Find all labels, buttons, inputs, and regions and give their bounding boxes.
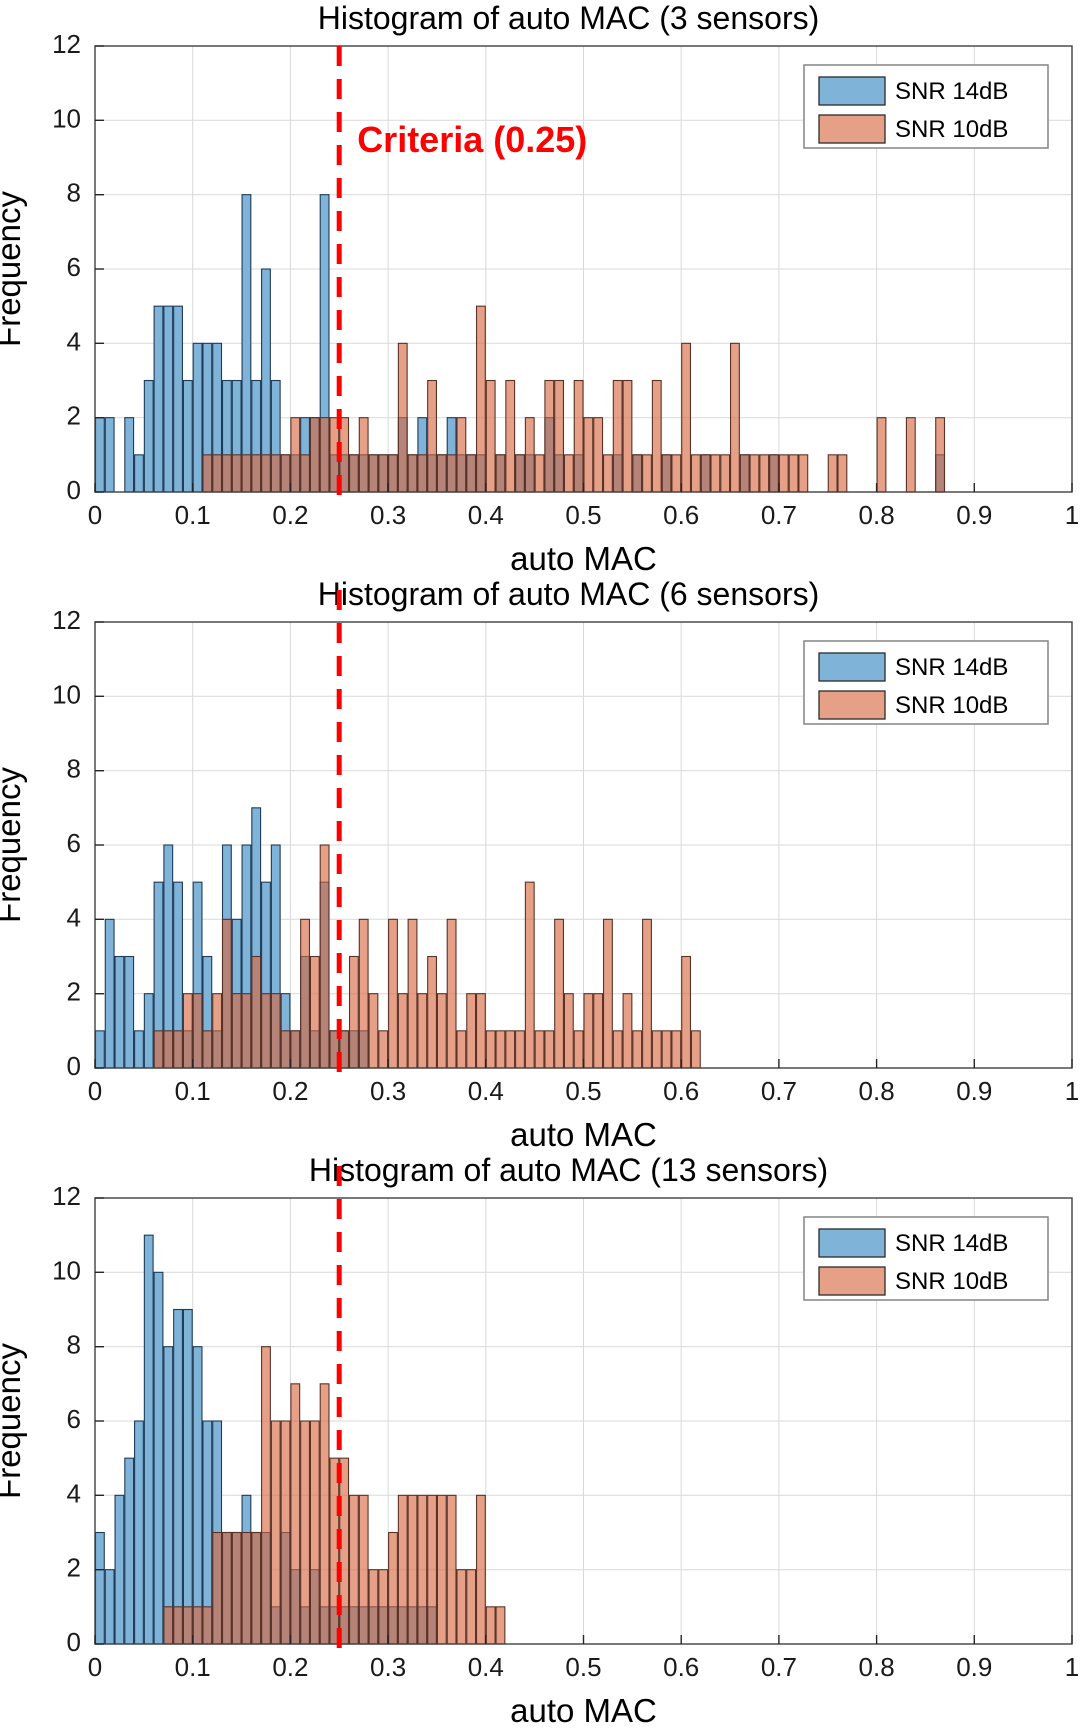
svg-text:0.6: 0.6 bbox=[663, 500, 699, 530]
svg-text:0.1: 0.1 bbox=[175, 1652, 211, 1682]
svg-text:0.4: 0.4 bbox=[468, 1652, 504, 1682]
svg-text:0.9: 0.9 bbox=[956, 1076, 992, 1106]
svg-text:8: 8 bbox=[67, 1330, 81, 1360]
svg-text:10: 10 bbox=[52, 103, 81, 133]
svg-text:0.1: 0.1 bbox=[175, 1076, 211, 1106]
svg-text:0: 0 bbox=[88, 1652, 102, 1682]
svg-text:0.2: 0.2 bbox=[272, 1652, 308, 1682]
svg-text:4: 4 bbox=[67, 902, 81, 932]
svg-text:auto MAC: auto MAC bbox=[510, 540, 657, 576]
svg-text:12: 12 bbox=[52, 29, 81, 59]
svg-text:6: 6 bbox=[67, 252, 81, 282]
svg-text:Frequency: Frequency bbox=[0, 1343, 27, 1499]
svg-text:12: 12 bbox=[52, 1181, 81, 1211]
svg-text:12: 12 bbox=[52, 605, 81, 635]
svg-text:1: 1 bbox=[1065, 1076, 1079, 1106]
svg-text:Frequency: Frequency bbox=[0, 191, 27, 347]
svg-text:SNR 14dB: SNR 14dB bbox=[895, 654, 1008, 681]
svg-text:0.8: 0.8 bbox=[859, 1652, 895, 1682]
svg-text:0.7: 0.7 bbox=[761, 500, 797, 530]
svg-text:0.5: 0.5 bbox=[565, 1076, 601, 1106]
svg-text:0.9: 0.9 bbox=[956, 1652, 992, 1682]
svg-text:0.4: 0.4 bbox=[468, 500, 504, 530]
svg-text:1: 1 bbox=[1065, 500, 1079, 530]
svg-text:0: 0 bbox=[67, 1627, 81, 1657]
svg-text:Histogram of auto MAC (3 senso: Histogram of auto MAC (3 sensors) bbox=[318, 0, 820, 36]
svg-text:1: 1 bbox=[1065, 1652, 1079, 1682]
svg-text:SNR 10dB: SNR 10dB bbox=[895, 692, 1008, 719]
svg-text:0.8: 0.8 bbox=[859, 1076, 895, 1106]
svg-text:0.5: 0.5 bbox=[565, 1652, 601, 1682]
svg-text:Histogram of auto MAC (13 sens: Histogram of auto MAC (13 sensors) bbox=[309, 1152, 828, 1188]
svg-text:0.6: 0.6 bbox=[663, 1652, 699, 1682]
svg-text:8: 8 bbox=[67, 754, 81, 784]
svg-text:10: 10 bbox=[52, 679, 81, 709]
svg-text:auto MAC: auto MAC bbox=[510, 1692, 657, 1728]
svg-text:0.7: 0.7 bbox=[761, 1652, 797, 1682]
svg-text:8: 8 bbox=[67, 178, 81, 208]
svg-text:4: 4 bbox=[67, 1478, 81, 1508]
svg-text:2: 2 bbox=[67, 977, 81, 1007]
svg-text:SNR 14dB: SNR 14dB bbox=[895, 1230, 1008, 1257]
svg-text:Criteria (0.25): Criteria (0.25) bbox=[357, 119, 587, 160]
svg-text:0.3: 0.3 bbox=[370, 1076, 406, 1106]
svg-text:0.1: 0.1 bbox=[175, 500, 211, 530]
svg-text:0.8: 0.8 bbox=[859, 500, 895, 530]
svg-text:0: 0 bbox=[88, 1076, 102, 1106]
svg-text:0: 0 bbox=[88, 500, 102, 530]
svg-text:0.3: 0.3 bbox=[370, 1652, 406, 1682]
svg-text:Histogram of auto MAC (6 senso: Histogram of auto MAC (6 sensors) bbox=[318, 576, 820, 612]
svg-text:4: 4 bbox=[67, 326, 81, 356]
svg-text:0.4: 0.4 bbox=[468, 1076, 504, 1106]
svg-text:0.2: 0.2 bbox=[272, 500, 308, 530]
svg-text:2: 2 bbox=[67, 401, 81, 431]
svg-text:SNR 10dB: SNR 10dB bbox=[895, 1268, 1008, 1295]
svg-text:0.7: 0.7 bbox=[761, 1076, 797, 1106]
svg-text:6: 6 bbox=[67, 828, 81, 858]
svg-text:Frequency: Frequency bbox=[0, 767, 27, 923]
svg-text:0: 0 bbox=[67, 475, 81, 505]
svg-text:6: 6 bbox=[67, 1404, 81, 1434]
svg-text:10: 10 bbox=[52, 1255, 81, 1285]
svg-text:auto MAC: auto MAC bbox=[510, 1116, 657, 1152]
svg-text:0: 0 bbox=[67, 1051, 81, 1081]
svg-text:0.5: 0.5 bbox=[565, 500, 601, 530]
svg-text:2: 2 bbox=[67, 1553, 81, 1583]
svg-text:0.6: 0.6 bbox=[663, 1076, 699, 1106]
svg-text:SNR 14dB: SNR 14dB bbox=[895, 78, 1008, 105]
svg-text:0.2: 0.2 bbox=[272, 1076, 308, 1106]
svg-text:0.3: 0.3 bbox=[370, 500, 406, 530]
svg-text:SNR 10dB: SNR 10dB bbox=[895, 116, 1008, 143]
svg-text:0.9: 0.9 bbox=[956, 500, 992, 530]
